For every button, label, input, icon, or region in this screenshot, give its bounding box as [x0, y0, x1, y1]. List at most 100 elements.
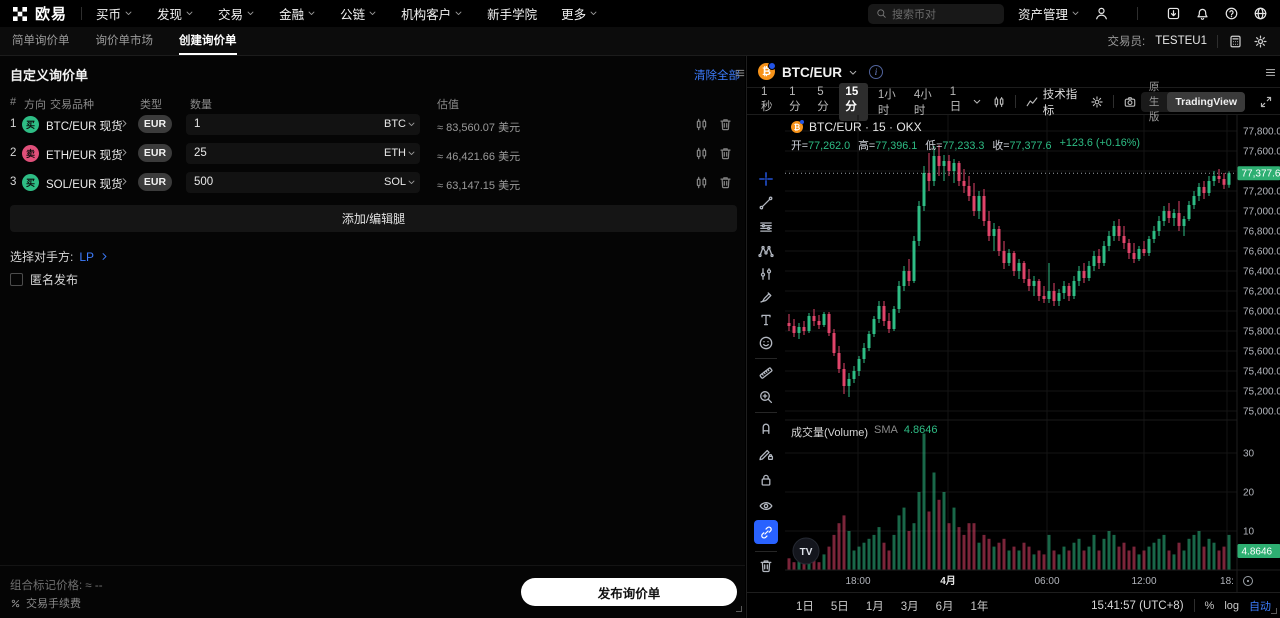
chart-settings-icon[interactable]	[1090, 95, 1104, 109]
indicators-label[interactable]: 技术指标	[1042, 88, 1078, 117]
fullscreen-icon[interactable]	[1259, 95, 1273, 109]
amount-field[interactable]	[186, 143, 420, 164]
notifications-icon[interactable]	[1195, 6, 1210, 21]
horizontal-lines-icon[interactable]	[758, 219, 774, 235]
leg-chart-icon[interactable]	[694, 146, 709, 161]
amount-value[interactable]: 1	[194, 118, 201, 130]
panel-menu-icon[interactable]	[734, 67, 746, 79]
tradingview-option[interactable]: TradingView	[1167, 91, 1245, 112]
magnet-icon[interactable]	[758, 420, 774, 436]
delete-leg-icon[interactable]	[718, 117, 733, 132]
position-tool-icon[interactable]	[758, 266, 774, 282]
leg-chart-icon[interactable]	[694, 175, 709, 190]
resize-corner[interactable]	[1271, 608, 1277, 614]
timeframe-more-icon[interactable]	[972, 97, 982, 107]
timeframe-button[interactable]: 1日	[949, 85, 962, 113]
amount-value[interactable]: 25	[194, 147, 207, 159]
pencil-lock-icon[interactable]	[758, 446, 774, 462]
text-tool-icon[interactable]	[758, 312, 774, 328]
instrument-selector[interactable]: BTC/EUR 现货	[46, 121, 123, 133]
auto-scale-button[interactable]: 自动	[1249, 600, 1271, 613]
info-icon[interactable]: i	[869, 65, 883, 79]
calculator-icon[interactable]	[1228, 34, 1243, 49]
assets-menu[interactable]: 资产管理	[1018, 4, 1080, 23]
nav-menu-item[interactable]: 更多	[561, 4, 598, 23]
timeframe-button[interactable]: 1秒	[761, 85, 773, 113]
anonymous-checkbox[interactable]	[10, 273, 23, 286]
help-icon[interactable]	[1224, 6, 1239, 21]
search-input[interactable]: 搜索币对	[867, 3, 1004, 24]
trash-icon[interactable]	[758, 558, 774, 574]
timeframe-button[interactable]: 1小时	[877, 88, 896, 117]
fee-row[interactable]: 交易手续费	[10, 595, 81, 611]
tab-2[interactable]: 询价单市场	[95, 35, 154, 47]
timeframe-button[interactable]: 1分	[789, 85, 801, 113]
zoom-in-icon[interactable]	[758, 389, 774, 405]
currency-toggle[interactable]: EUR	[138, 115, 172, 133]
svg-text:75,000.0: 75,000.0	[1243, 407, 1280, 418]
nav-menu-item[interactable]: 新手学院	[487, 4, 537, 23]
instrument-selector[interactable]: SOL/EUR 现货	[46, 179, 123, 191]
user-icon[interactable]	[1094, 6, 1109, 21]
link-icon[interactable]	[754, 520, 778, 544]
amount-field[interactable]	[186, 114, 420, 135]
instrument-selector[interactable]: ETH/EUR 现货	[46, 150, 123, 162]
unit-selector[interactable]: BTC	[384, 118, 406, 130]
language-icon[interactable]	[1253, 6, 1268, 21]
crosshair-icon[interactable]	[758, 171, 774, 187]
settings-icon[interactable]	[1253, 34, 1268, 49]
native-version-option[interactable]: 原生版	[1148, 81, 1160, 123]
ruler-icon[interactable]	[758, 365, 774, 381]
clear-all-link[interactable]: 清除全部	[694, 70, 740, 82]
nav-menu-item[interactable]: 买币	[96, 4, 133, 23]
unit-selector[interactable]: ETH	[384, 147, 406, 159]
range-button[interactable]: 1月	[865, 600, 884, 613]
indicator-icon[interactable]	[1025, 95, 1039, 109]
range-button[interactable]: 6月	[935, 600, 954, 613]
table-row: 2 卖 ETH/EUR 现货 EUR 25 ETH ≈ 46,421.66 美元	[0, 139, 745, 168]
eye-icon[interactable]	[758, 498, 774, 514]
resize-corner[interactable]	[736, 606, 742, 612]
nav-menu-item[interactable]: 金融	[279, 4, 316, 23]
range-button[interactable]: 1日	[796, 600, 814, 613]
tab-1[interactable]: 简单询价单	[12, 35, 70, 47]
chart-menu-icon[interactable]	[1264, 66, 1277, 79]
okx-logo-icon[interactable]	[12, 6, 28, 22]
currency-toggle[interactable]: EUR	[138, 144, 172, 162]
timeframe-button[interactable]: 4小时	[913, 88, 932, 117]
delete-leg-icon[interactable]	[718, 146, 733, 161]
candlestick-chart[interactable]: TV77,800.077,600.077,400.077,200.077,000…	[785, 115, 1280, 592]
nav-menu-item[interactable]: 发现	[157, 4, 194, 23]
tab-3[interactable]: 创建询价单	[179, 27, 237, 55]
nav-menu-item[interactable]: 交易	[218, 4, 255, 23]
range-button[interactable]: 3月	[900, 600, 919, 613]
xabcd-pattern-icon[interactable]	[758, 243, 774, 259]
chart-type-icon[interactable]	[992, 95, 1006, 109]
lock-icon[interactable]	[758, 472, 774, 488]
add-edit-legs-button[interactable]: 添加/编辑腿	[10, 205, 737, 232]
timeframe-button[interactable]: 5分	[817, 85, 829, 113]
amount-value[interactable]: 500	[194, 176, 214, 188]
amount-field[interactable]	[186, 172, 420, 193]
snapshot-icon[interactable]	[1123, 95, 1137, 109]
counterparty-value[interactable]: LP	[79, 249, 95, 264]
range-button[interactable]: 5日	[830, 600, 849, 613]
currency-toggle[interactable]: EUR	[138, 173, 172, 191]
trend-line-icon[interactable]	[758, 195, 774, 211]
brush-icon[interactable]	[758, 289, 774, 305]
unit-selector[interactable]: SOL	[384, 176, 407, 188]
leg-chart-icon[interactable]	[694, 117, 709, 132]
range-button[interactable]: 1年	[970, 600, 989, 613]
timeframe-button[interactable]: 15分	[839, 82, 868, 121]
nav-menu-item[interactable]: 公链	[340, 4, 377, 23]
symbol-name[interactable]: BTC/EUR	[782, 65, 842, 80]
emoji-icon[interactable]	[758, 335, 774, 351]
delete-leg-icon[interactable]	[718, 175, 733, 190]
chevron-down-icon[interactable]	[848, 68, 858, 78]
log-scale-button[interactable]: log	[1224, 599, 1239, 612]
brand-name[interactable]: 欧易	[35, 6, 68, 23]
nav-menu-item[interactable]: 机构客户	[401, 4, 463, 23]
percent-scale-button[interactable]: %	[1204, 599, 1215, 612]
download-app-icon[interactable]	[1166, 6, 1181, 21]
publish-rfq-button[interactable]: 发布询价单	[521, 578, 737, 606]
